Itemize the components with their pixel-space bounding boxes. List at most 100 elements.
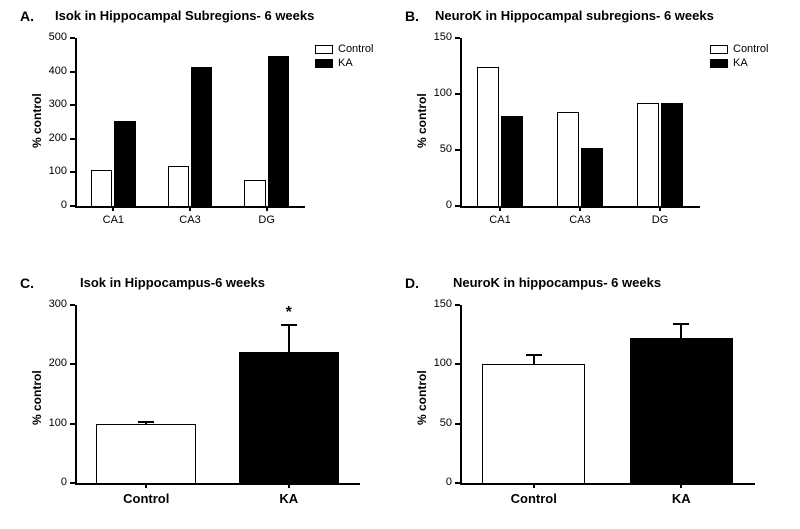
ytick-mark [70,104,75,106]
panel-a-chart: 0100200300400500 CA1CA3DG [75,38,305,208]
ytick-mark [70,71,75,73]
x-category-label: KA [249,491,329,506]
bar-control [477,67,499,206]
ytick-label: 150 [422,31,452,43]
panel-d-yaxis [460,305,462,485]
x-category-label: CA3 [555,214,605,226]
ytick-label: 50 [422,417,452,429]
error-bar-stem [288,324,290,352]
x-category-label: KA [641,491,721,506]
ytick-label: 200 [37,132,67,144]
legend-label-control: Control [338,43,373,55]
x-category-label: DG [635,214,685,226]
panel-d: D. NeuroK in hippocampus- 6 weeks % cont… [405,275,785,525]
legend-label-control-b: Control [733,43,768,55]
legend-swatch-control-b [710,45,728,54]
ytick-mark [455,423,460,425]
ytick-label: 100 [37,165,67,177]
ytick-label: 0 [37,199,67,211]
xtick-mark [266,206,268,211]
bar-control [91,170,112,206]
panel-d-chart: 050100150 ControlKA [460,305,755,485]
x-category-label: CA3 [165,214,215,226]
xtick-mark [499,206,501,211]
bar-control [637,103,659,206]
ytick-mark [70,482,75,484]
ytick-label: 100 [422,87,452,99]
panel-a-title: Isok in Hippocampal Subregions- 6 weeks [55,8,314,23]
xtick-mark [659,206,661,211]
error-bar-cap [526,354,542,356]
legend-ka-b: KA [710,57,768,69]
ytick-mark [70,363,75,365]
ytick-label: 300 [37,298,67,310]
xtick-mark [145,483,147,488]
bar [482,364,585,483]
panel-a-label: A. [20,8,34,24]
bar-ka [661,103,683,206]
ytick-mark [70,138,75,140]
x-category-label: CA1 [475,214,525,226]
bar-control [557,112,579,206]
panel-b-yaxis [460,38,462,208]
ytick-mark [70,171,75,173]
bar-ka [191,67,212,206]
legend-label-ka-b: KA [733,57,748,69]
xtick-mark [533,483,535,488]
xtick-mark [112,206,114,211]
ytick-label: 300 [37,98,67,110]
ytick-mark [455,482,460,484]
bar-ka [501,116,523,206]
ytick-mark [455,37,460,39]
ytick-mark [70,423,75,425]
legend-label-ka: KA [338,57,353,69]
error-bar-cap [138,421,154,423]
significance-marker: * [281,304,297,322]
x-category-label: Control [494,491,574,506]
ytick-label: 100 [37,417,67,429]
ytick-label: 100 [422,357,452,369]
bar [96,424,196,483]
ytick-label: 400 [37,65,67,77]
legend-control-b: Control [710,43,768,55]
ytick-mark [455,304,460,306]
panel-b-title: NeuroK in Hippocampal subregions- 6 week… [435,8,714,23]
bar [630,338,733,483]
ytick-mark [455,149,460,151]
panel-a: A. Isok in Hippocampal Subregions- 6 wee… [20,8,390,258]
ytick-label: 150 [422,298,452,310]
x-category-label: Control [106,491,186,506]
panel-b-legend: Control KA [710,43,768,71]
panel-b-label: B. [405,8,419,24]
error-bar-stem [680,323,682,338]
panel-c-title: Isok in Hippocampus-6 weeks [80,275,265,290]
legend-control: Control [315,43,373,55]
panel-a-legend: Control KA [315,43,373,71]
ytick-label: 0 [422,199,452,211]
figure-root: A. Isok in Hippocampal Subregions- 6 wee… [0,0,800,529]
legend-swatch-control [315,45,333,54]
ytick-mark [455,205,460,207]
xtick-mark [189,206,191,211]
ytick-mark [455,363,460,365]
x-category-label: CA1 [88,214,138,226]
panel-c: C. Isok in Hippocampus-6 weeks % control… [20,275,390,525]
xtick-mark [288,483,290,488]
bar-control [244,180,265,206]
panel-c-label: C. [20,275,34,291]
legend-swatch-ka [315,59,333,68]
bar-ka [581,148,603,206]
ytick-label: 500 [37,31,67,43]
panel-a-yaxis [75,38,77,208]
error-bar-cap [281,324,297,326]
ytick-mark [70,205,75,207]
xtick-mark [579,206,581,211]
panel-b-chart: 050100150 CA1CA3DG [460,38,700,208]
ytick-label: 0 [422,476,452,488]
panel-d-label: D. [405,275,419,291]
xtick-mark [680,483,682,488]
ytick-mark [70,37,75,39]
legend-ka: KA [315,57,373,69]
panel-d-title: NeuroK in hippocampus- 6 weeks [453,275,661,290]
bar-ka [268,56,289,206]
